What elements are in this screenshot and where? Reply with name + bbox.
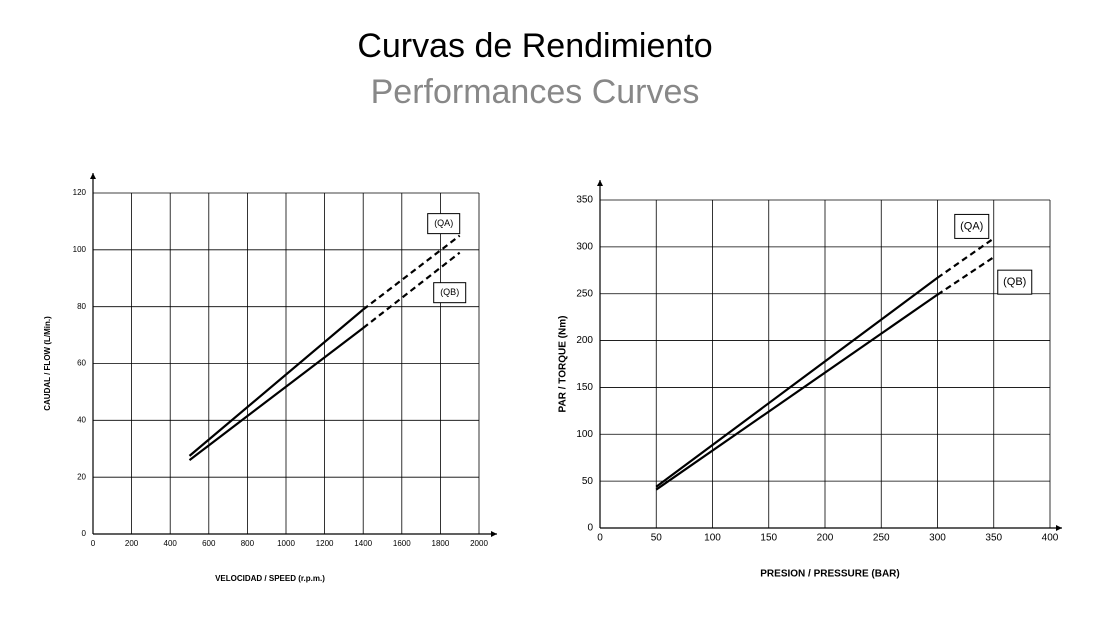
y-tick-label: 350: [576, 195, 593, 206]
x-tick-label: 0: [597, 533, 603, 544]
series-label-box: [433, 282, 467, 304]
y-tick-label: 100: [73, 245, 87, 254]
x-tick-label: 400: [1042, 533, 1059, 544]
y-tick-label: 200: [576, 335, 593, 346]
x-tick-label: 200: [125, 539, 139, 548]
x-axis-label: VELOCIDAD / SPEED (r.p.m.): [215, 574, 325, 583]
x-axis-label: PRESION / PRESSURE (BAR): [760, 569, 899, 580]
series-label-box: [427, 213, 461, 235]
y-tick-label: 60: [77, 359, 86, 368]
page-subtitle: Performances Curves: [371, 73, 700, 111]
x-tick-label: 250: [873, 533, 890, 544]
x-tick-label: 50: [651, 533, 663, 544]
series-label-box: [954, 213, 990, 239]
y-tick-label: 0: [587, 523, 593, 534]
y-axis-arrow: [597, 180, 603, 186]
series-label: (QB): [440, 287, 459, 297]
x-tick-label: 100: [704, 533, 721, 544]
line-segment: [362, 234, 461, 311]
x-tick-label: 300: [929, 533, 946, 544]
x-tick-label: 2000: [470, 539, 488, 548]
line-segment: [655, 293, 939, 491]
line-segment: [936, 237, 995, 279]
x-axis-arrow: [1056, 525, 1062, 531]
x-tick-label: 1400: [354, 539, 372, 548]
line-segment: [362, 251, 461, 329]
y-tick-label: 150: [576, 382, 593, 393]
y-tick-label: 0: [82, 529, 87, 538]
x-axis-arrow: [491, 531, 497, 537]
line-segment: [188, 308, 364, 457]
series-label: (QA): [434, 218, 453, 228]
x-tick-label: 1600: [393, 539, 411, 548]
x-tick-label: 200: [817, 533, 834, 544]
x-tick-label: 400: [164, 539, 178, 548]
y-axis-arrow: [90, 173, 96, 179]
series-label: (QA): [960, 220, 983, 232]
y-tick-label: 20: [77, 472, 86, 481]
y-tick-label: 50: [582, 476, 594, 487]
series-label: (QB): [1003, 276, 1026, 288]
line-segment: [188, 327, 364, 461]
x-tick-label: 800: [241, 539, 255, 548]
page-title: Curvas de Rendimiento: [357, 27, 712, 65]
x-tick-label: 1000: [277, 539, 295, 548]
x-tick-label: 1800: [432, 539, 450, 548]
x-tick-label: 350: [985, 533, 1002, 544]
y-tick-label: 80: [77, 302, 86, 311]
y-tick-label: 250: [576, 288, 593, 299]
x-tick-label: 600: [202, 539, 216, 548]
y-axis-label: PAR / TORQUE (Nm): [558, 316, 569, 413]
line-segment: [936, 256, 995, 296]
y-tick-label: 100: [576, 429, 593, 440]
y-tick-label: 40: [77, 415, 86, 424]
x-tick-label: 150: [760, 533, 777, 544]
y-axis-label: CAUDAL / FLOW (L/Min.): [43, 316, 52, 411]
line-segment: [655, 276, 939, 488]
x-tick-label: 1200: [316, 539, 334, 548]
y-tick-label: 300: [576, 241, 593, 252]
y-tick-label: 120: [73, 188, 87, 197]
x-tick-label: 0: [91, 539, 96, 548]
series-label-box: [997, 269, 1033, 295]
